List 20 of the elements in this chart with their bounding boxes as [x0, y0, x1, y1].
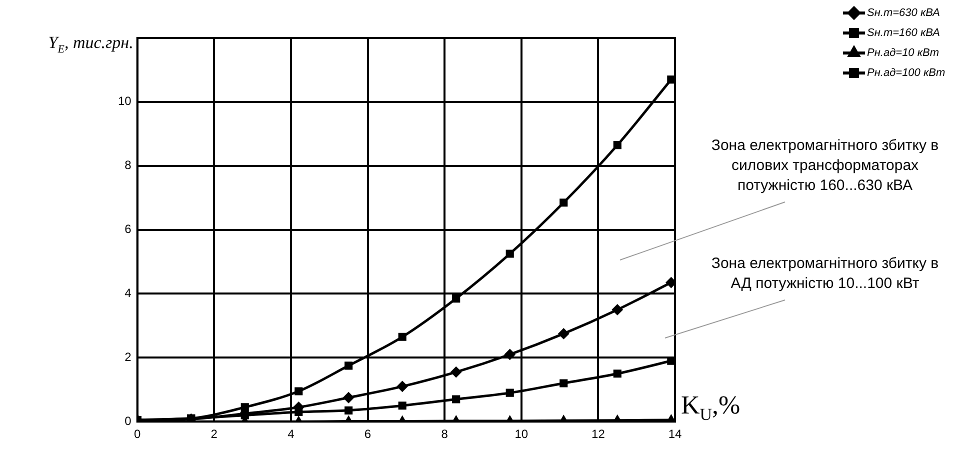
legend-label: Pн.ад=100 кВт [867, 67, 946, 80]
text: Зона електромагнітного збитку в АД потужністю 10...100 кВт [711, 255, 939, 292]
y-tick-label: 10 [118, 94, 132, 108]
x-tick-label: 10 [514, 427, 528, 442]
x-tick-label: 8 [441, 427, 448, 442]
text: Зона електромагнітного збитку в силових трансформаторах потужністю 160...630 кВА [711, 137, 939, 194]
y-tick-label: 8 [124, 158, 132, 172]
y-tick-label: 4 [124, 286, 132, 300]
x-tick-label: 4 [288, 427, 295, 442]
y-tick-label: 6 [124, 222, 132, 236]
x-tick-label: 14 [668, 427, 682, 442]
x-tick-label: 6 [364, 427, 372, 442]
legend-label: Sн.т=630 кВА [867, 7, 940, 20]
y-tick-label: 0 [124, 414, 132, 428]
y-tick-label: 2 [124, 350, 132, 364]
x-tick-label: 12 [592, 427, 606, 442]
legend-label: Pн.ад=10 кВт [867, 47, 940, 60]
x-tick-label: 0 [134, 427, 142, 442]
legend-label: Sн.т=160 кВА [867, 27, 940, 40]
x-tick-label: 2 [210, 427, 218, 442]
